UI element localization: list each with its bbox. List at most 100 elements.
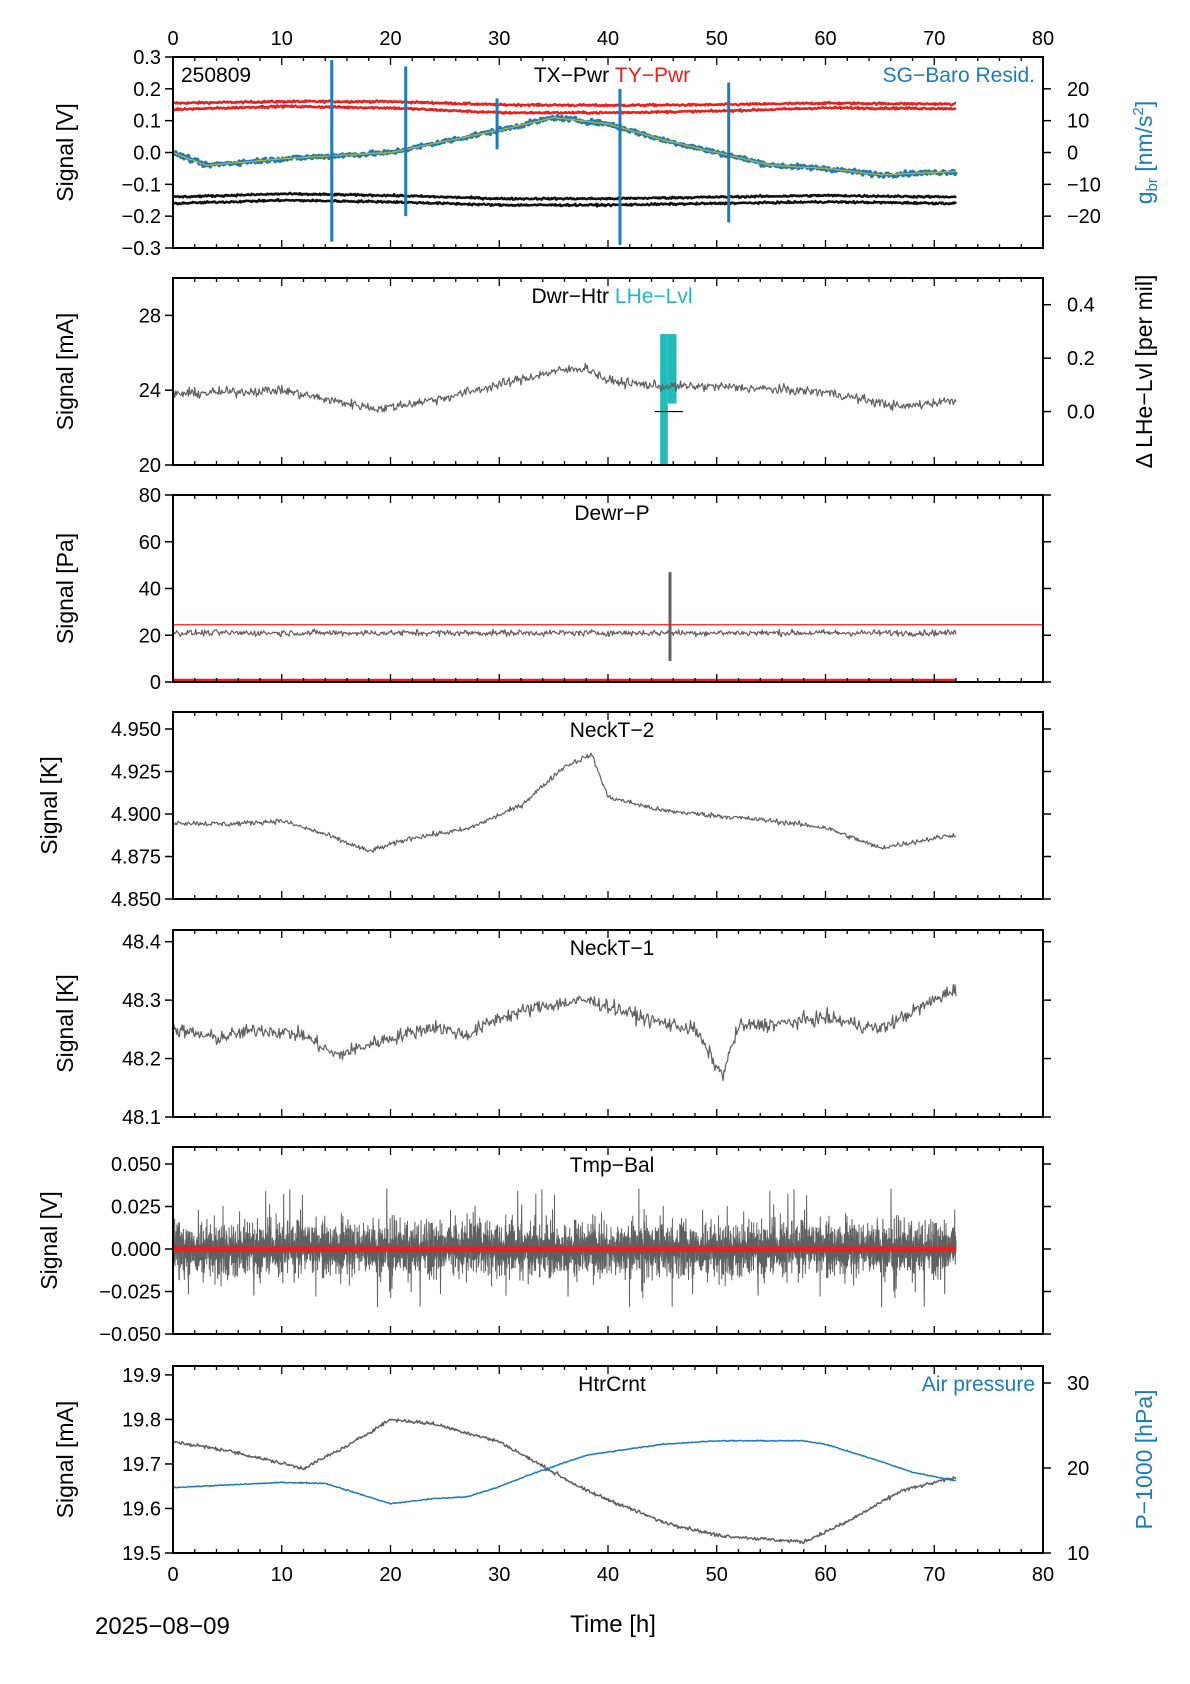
- x-tick-label: 40: [597, 1564, 619, 1586]
- right-y-tick-label: 20: [1067, 1458, 1089, 1480]
- date-label: 2025−08−09: [95, 1613, 230, 1640]
- panel-title: TX−Pwr TY−Pwr: [534, 64, 690, 87]
- panel-title: Tmp−Bal: [570, 1154, 655, 1177]
- right-y-tick-label: 20: [1067, 79, 1089, 101]
- series-line-0: [173, 752, 957, 853]
- y-tick-label: 4.875: [111, 847, 161, 869]
- panel-tmp-bal: −0.050 −0.025 0.000 0.025 0.050 Signal [V] Tmp…: [36, 1146, 1051, 1346]
- y-tick-label: −0.3: [122, 238, 161, 260]
- y-axis-label: Signal [Pa]: [52, 533, 78, 644]
- panel-right-title: SG−Baro Resid.: [883, 64, 1035, 87]
- plot-area-neckt-2: [173, 752, 957, 853]
- y-tick-label: 19.9: [122, 1365, 161, 1387]
- right-y-axis-label: P−1000 [hPa]: [1131, 1389, 1157, 1529]
- x-tick-label-top: 50: [706, 28, 728, 50]
- series-line-1: [173, 1439, 957, 1505]
- y-tick-label: 60: [139, 532, 161, 554]
- y-tick-label: 20: [139, 625, 161, 647]
- y-tick-label: 48.2: [122, 1049, 161, 1071]
- panel-corner-text: 250809: [181, 64, 251, 87]
- label-end: ]: [1131, 101, 1157, 107]
- x-tick-label: 80: [1032, 1564, 1054, 1586]
- y-tick-label: 20: [139, 455, 161, 477]
- series-line-3: [173, 197, 957, 208]
- panel-title: NeckT−2: [570, 719, 655, 742]
- label-tail: [nm/s: [1131, 115, 1157, 178]
- right-y-tick-label: 0.4: [1067, 295, 1095, 317]
- y-tick-label: −0.025: [99, 1282, 161, 1304]
- level-bar-1: [667, 334, 677, 404]
- y-tick-label: 80: [139, 485, 161, 507]
- y-tick-label: −0.050: [99, 1324, 161, 1346]
- y-axis-label: Signal [mA]: [52, 313, 78, 431]
- right-y-axis-label: Δ LHe−Lvl [per mil]: [1131, 275, 1157, 469]
- y-tick-label: −0.1: [122, 174, 161, 196]
- y-tick-label: 24: [139, 380, 161, 402]
- plot-area-neckt-1: [173, 983, 957, 1082]
- x-tick-label-top: 80: [1032, 28, 1054, 50]
- y-tick-label: 19.5: [122, 1543, 161, 1565]
- y-tick-label: 0.1: [133, 111, 161, 133]
- right-y-tick-label: −10: [1067, 174, 1101, 196]
- y-tick-label: 19.8: [122, 1409, 161, 1431]
- label-subscript: br: [1144, 178, 1161, 191]
- panel-title-part: TX−Pwr: [534, 64, 609, 87]
- y-tick-label: −0.2: [122, 206, 161, 228]
- panel-title: NeckT−1: [570, 937, 655, 960]
- panel-dewr-p: 0 20 40 60 80 Signal [Pa] Dewr−P: [52, 485, 1051, 694]
- y-tick-label: 0.2: [133, 79, 161, 101]
- panel-title: Dwr−Htr LHe−Lvl: [531, 285, 692, 308]
- y-axis-label: Signal [K]: [36, 756, 62, 854]
- right-y-tick-label: 30: [1067, 1373, 1089, 1395]
- x-tick-label-top: 0: [167, 28, 178, 50]
- right-y-tick-label: −20: [1067, 206, 1101, 228]
- panel-title: HtrCrnt: [578, 1373, 646, 1396]
- panel-title-part: LHe−Lvl: [609, 285, 692, 308]
- series-line-2: [173, 191, 957, 201]
- x-tick-label: 30: [488, 1564, 510, 1586]
- right-y-tick-label: 0.0: [1067, 402, 1095, 424]
- x-tick-label: 0: [167, 1564, 178, 1586]
- panel-htrcrnt: 19.5 19.6 19.7 19.8 19.9 10 20 30 Signal [mA] P−1…: [52, 1365, 1157, 1586]
- x-tick-label-top: 30: [488, 28, 510, 50]
- level-bar-0: [660, 334, 668, 465]
- y-tick-label: 4.950: [111, 719, 161, 741]
- y-tick-label: 4.925: [111, 762, 161, 784]
- y-tick-label: 48.1: [122, 1107, 161, 1129]
- x-tick-label: 20: [379, 1564, 401, 1586]
- plot-area-tmp-bal: [173, 1188, 957, 1308]
- panel-title-part: NeckT−1: [570, 937, 655, 960]
- x-tick-label-top: 40: [597, 28, 619, 50]
- y-axis-label: Signal [V]: [52, 103, 78, 201]
- plot-area-tx-ty-pwr: [173, 60, 958, 245]
- series-line-0: [173, 1418, 957, 1544]
- y-tick-label: 4.900: [111, 804, 161, 826]
- y-tick-label: 0.0: [133, 143, 161, 165]
- y-tick-label: 48.4: [122, 932, 161, 954]
- panel-title-part: HtrCrnt: [578, 1373, 646, 1396]
- plot-area-htrcrnt: [173, 1418, 957, 1544]
- series-line-0: [173, 99, 957, 108]
- x-tick-label-top: 70: [923, 28, 945, 50]
- x-tick-label: 60: [814, 1564, 836, 1586]
- y-axis-label: Signal [mA]: [52, 1401, 78, 1519]
- y-axis-label: Signal [V]: [36, 1191, 62, 1289]
- y-tick-label: 0: [150, 672, 161, 694]
- right-y-axis-label: gbr [nm/s2]: [1130, 101, 1161, 205]
- panel-dwr-htr: 20 24 28 0.0 0.2 0.4 Signal [mA] Δ LHe−Lvl [per…: [52, 275, 1157, 477]
- y-tick-label: 48.3: [122, 990, 161, 1012]
- right-y-tick-label: 0.2: [1067, 348, 1095, 370]
- panel-neckt-1: 48.1 48.2 48.3 48.4 Signal [K] NeckT−1: [52, 929, 1051, 1129]
- panel-tx-ty-pwr: −0.3−0.2−0.10.00.10.20.3−20−1001020Signa…: [52, 28, 1161, 260]
- y-tick-label: 4.850: [111, 889, 161, 911]
- plot-area-dwr-htr: [173, 334, 957, 465]
- x-tick-label: 50: [706, 1564, 728, 1586]
- series-line-0: [173, 362, 957, 413]
- y-tick-label: 28: [139, 305, 161, 327]
- panel-title-part: Dewr−P: [574, 502, 649, 525]
- panel-title-part: Tmp−Bal: [570, 1154, 655, 1177]
- series-line-5: [173, 116, 957, 176]
- series-line-0: [173, 983, 957, 1082]
- x-tick-label-top: 20: [379, 28, 401, 50]
